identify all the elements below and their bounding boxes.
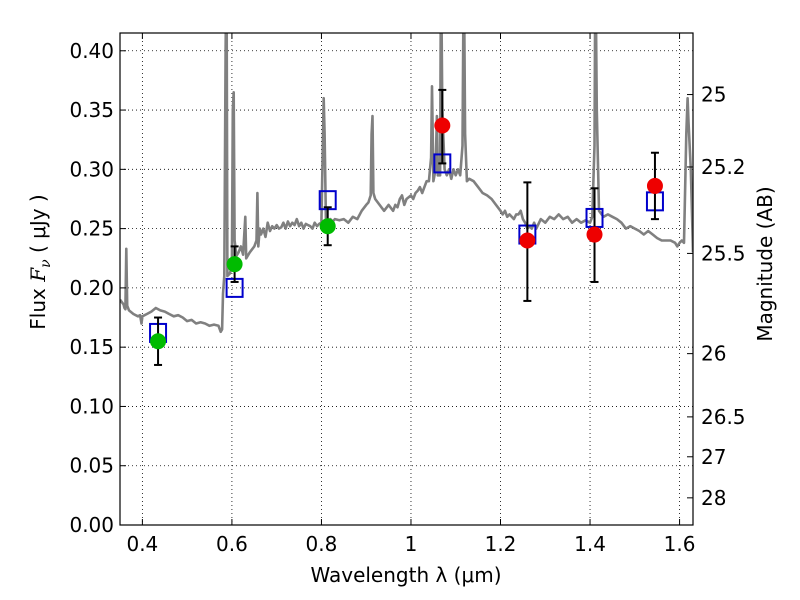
right-tick-label: 28 xyxy=(701,486,726,510)
measurement-point xyxy=(586,226,603,243)
y-axis-title-subscript: ν xyxy=(38,259,54,268)
ticks: 0.4 0.6 0.8 1 1.2 1.4 1.6 0.00 0.05 0.10 0.15 0.20 0… xyxy=(69,33,746,556)
y-tick-label: 0.35 xyxy=(69,98,114,122)
y-axis-title-symbol: F xyxy=(26,267,50,283)
y-tick-label: 0.10 xyxy=(69,394,114,418)
right-tick-label: 26.5 xyxy=(701,405,746,429)
x-tick-label: 0.4 xyxy=(126,532,158,556)
y-tick-label: 0.40 xyxy=(69,39,114,63)
y-axis-title-suffix: ( μJy ) xyxy=(26,194,50,259)
right-tick-label: 27 xyxy=(701,445,726,469)
y-tick-label: 0.05 xyxy=(69,454,114,478)
data-layer xyxy=(120,33,693,343)
right-tick-label: 25 xyxy=(701,83,726,107)
x-axis-title: Wavelength λ (μm) xyxy=(310,563,501,587)
x-tick-label: 1 xyxy=(405,532,418,556)
measurement-point xyxy=(150,333,167,350)
plot-frame xyxy=(119,32,694,526)
grid-lines xyxy=(120,33,693,526)
measurement-point xyxy=(646,177,663,194)
y-tick-label: 0.00 xyxy=(69,513,114,537)
y-tick-label: 0.15 xyxy=(69,335,114,359)
x-tick-label: 0.6 xyxy=(216,532,248,556)
measurement-point xyxy=(434,117,451,134)
measurement-point xyxy=(319,218,336,235)
x-tick-label: 0.8 xyxy=(306,532,338,556)
y-axis-title-right: Magnitude (AB) xyxy=(753,186,777,341)
right-tick-label: 25.5 xyxy=(701,241,746,265)
measurement-point xyxy=(226,256,243,273)
y-axis-title-left: Flux Fν ( μJy ) xyxy=(26,194,54,329)
spectrum-line xyxy=(120,33,693,334)
y-tick-label: 0.25 xyxy=(69,217,114,241)
right-tick-label: 25.2 xyxy=(701,155,746,179)
x-tick-label: 1.4 xyxy=(574,532,606,556)
right-tick-label: 26 xyxy=(701,342,726,366)
x-tick-label: 1.2 xyxy=(485,532,517,556)
error-bars xyxy=(150,88,663,366)
measurement-point xyxy=(519,232,536,249)
x-tick-label: 1.6 xyxy=(664,532,696,556)
y-tick-label: 0.20 xyxy=(69,276,114,300)
y-tick-label: 0.30 xyxy=(69,157,114,181)
y-axis-title-prefix: Flux xyxy=(26,282,50,330)
